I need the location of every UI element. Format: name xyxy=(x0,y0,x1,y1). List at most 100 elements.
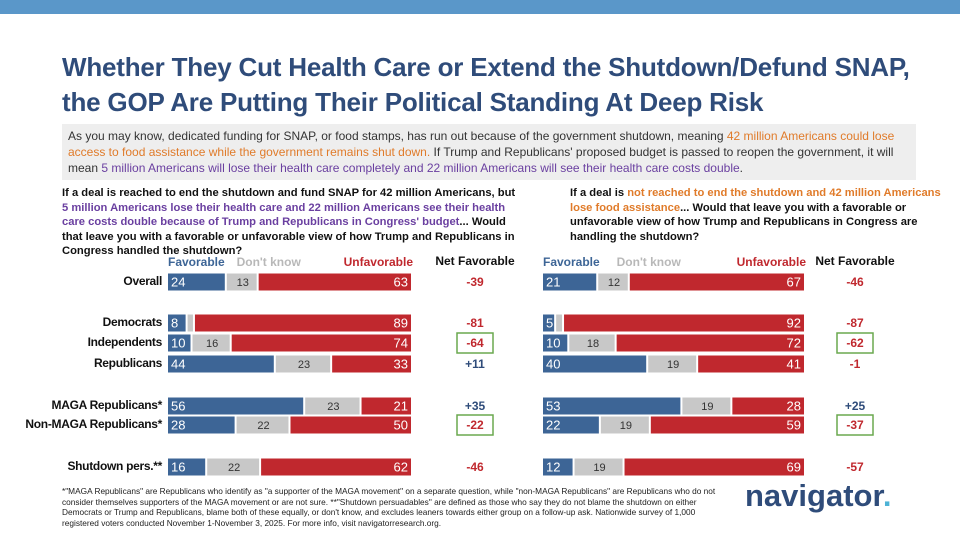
bar-segment xyxy=(192,334,230,352)
bar-segment xyxy=(600,416,649,434)
bar-label: 19 xyxy=(701,401,713,413)
bar-label: 10 xyxy=(546,335,560,350)
bar-segment xyxy=(207,458,260,476)
bar-segment xyxy=(732,397,804,415)
net-label: -87 xyxy=(846,316,864,330)
text-run: ... Would that leave you with a favorabl… xyxy=(62,216,515,257)
text-run: 5 million Americans lose their health ca… xyxy=(62,201,506,229)
bar-label: 74 xyxy=(394,335,408,350)
bar-segment xyxy=(569,334,615,352)
bar-segment xyxy=(168,397,304,415)
category-label: Overall xyxy=(123,274,162,288)
net-label: -46 xyxy=(846,275,864,289)
bar-segment xyxy=(168,334,191,352)
legend-label: Don't know xyxy=(237,255,302,269)
bar-segment xyxy=(236,416,289,434)
bar-label: 72 xyxy=(787,335,801,350)
bar-label: 5 xyxy=(546,315,553,330)
bar-label: 92 xyxy=(787,315,801,330)
bar-label: 69 xyxy=(787,459,801,474)
bar-label: 22 xyxy=(228,462,240,474)
net-label: -22 xyxy=(466,418,484,432)
bar-segment xyxy=(275,355,331,373)
net-label: +25 xyxy=(845,399,866,413)
net-label: -64 xyxy=(466,336,484,350)
category-label: Shutdown pers.** xyxy=(67,459,162,473)
bar-segment xyxy=(629,273,804,291)
bar-segment xyxy=(543,397,681,415)
bar-label: 28 xyxy=(787,398,801,413)
bar-label: 19 xyxy=(593,462,605,474)
bar-segment xyxy=(231,334,411,352)
bar-segment xyxy=(168,355,274,373)
text-run: ... Would that leave you with a favorabl… xyxy=(570,201,918,243)
bar-label: 12 xyxy=(546,459,560,474)
bar-label: 24 xyxy=(171,274,185,289)
bar-segment xyxy=(187,314,193,332)
bar-label: 41 xyxy=(787,356,801,371)
top-band xyxy=(0,0,960,14)
bar-segment xyxy=(624,458,804,476)
net-label: +11 xyxy=(465,357,485,371)
text-run: 42 million Americans could lose access t… xyxy=(68,129,895,159)
bar-label: 23 xyxy=(298,359,310,371)
bar-segment xyxy=(564,314,804,332)
legend-label: Unfavorable xyxy=(344,255,414,269)
legend-label: Don't know xyxy=(617,255,682,269)
intro: As you may know, dedicated funding for S… xyxy=(62,124,916,180)
bar-segment xyxy=(543,416,599,434)
category-label: MAGA Republicans* xyxy=(52,398,163,412)
bar-label: 23 xyxy=(327,401,339,413)
bar-label: 21 xyxy=(546,274,560,289)
bar-segment xyxy=(682,397,731,415)
bar-label: 50 xyxy=(394,417,408,432)
net-highlight xyxy=(456,414,494,436)
text-run: not reached to end the shutdown and 42 m… xyxy=(570,187,941,214)
bar-segment xyxy=(332,355,411,373)
net-label: -81 xyxy=(466,316,484,330)
net-label: -46 xyxy=(466,460,484,474)
net-label: -39 xyxy=(466,275,484,289)
logo-text: navigator xyxy=(745,478,883,513)
bar-label: 18 xyxy=(587,338,599,350)
bar-segment xyxy=(168,273,225,291)
bar-label: 21 xyxy=(394,398,408,413)
bar-segment xyxy=(598,273,628,291)
net-header: Net Favorable xyxy=(815,254,895,268)
net-label: -62 xyxy=(846,336,864,350)
net-label: -37 xyxy=(846,418,864,432)
net-label: +35 xyxy=(465,399,486,413)
bar-label: 22 xyxy=(257,420,269,432)
bar-segment xyxy=(194,314,411,332)
bar-segment xyxy=(305,397,360,415)
logo-dot: . xyxy=(882,478,892,513)
text-run: . xyxy=(739,161,744,175)
bar-segment xyxy=(543,314,555,332)
bar-label: 12 xyxy=(608,277,620,289)
bar-label: 62 xyxy=(394,459,408,474)
net-highlight xyxy=(456,332,494,354)
category-label: Democrats xyxy=(103,315,163,329)
text-run: 5 million Americans will lose their heal… xyxy=(101,161,740,175)
text-run: As you may know, dedicated funding for S… xyxy=(68,129,727,143)
bar-segment xyxy=(543,458,573,476)
bar-segment xyxy=(698,355,804,373)
bar-label: 40 xyxy=(546,356,560,371)
bar-segment xyxy=(556,314,563,332)
bar-label: 22 xyxy=(546,417,560,432)
bar-segment xyxy=(261,458,411,476)
bar-label: 63 xyxy=(394,274,408,289)
bar-segment xyxy=(543,334,568,352)
bar-label: 28 xyxy=(171,417,185,432)
bar-segment xyxy=(258,273,411,291)
slide-title: Whether They Cut Health Care or Extend t… xyxy=(62,52,910,117)
bar-segment xyxy=(168,458,206,476)
logo: navigator. xyxy=(745,478,891,514)
category-label: Independents xyxy=(88,335,163,349)
question: If a deal is not reached to end the shut… xyxy=(570,186,955,244)
bar-label: 10 xyxy=(171,335,185,350)
bar-label: 16 xyxy=(171,459,185,474)
legend-label: Favorable xyxy=(168,255,225,269)
bar-segment xyxy=(543,273,597,291)
bar-label: 19 xyxy=(620,420,632,432)
